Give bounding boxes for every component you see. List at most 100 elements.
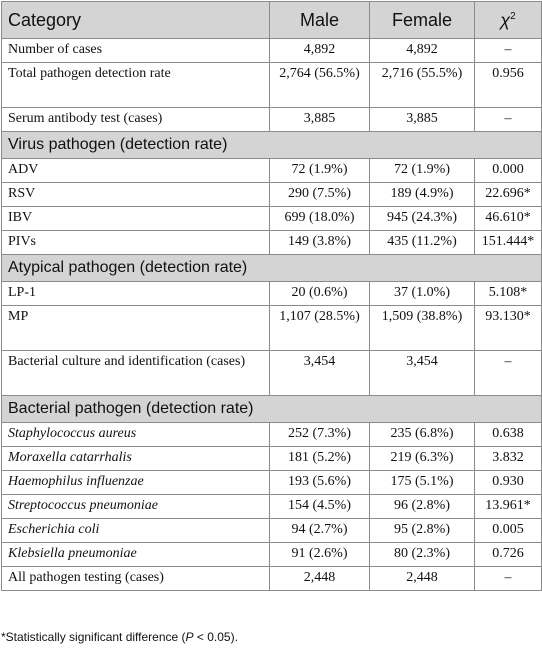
row-chi: – bbox=[474, 566, 542, 591]
pathogen-comparison-table: Category Male Female χ2 Number of cases … bbox=[1, 1, 542, 591]
table-row: Staphylococcus aureus 252 (7.3%) 235 (6.… bbox=[1, 422, 542, 447]
footnote-suffix: < 0.05). bbox=[193, 630, 238, 644]
row-category: Haemophilus influenzae bbox=[1, 470, 270, 495]
row-category: MP bbox=[1, 305, 270, 351]
row-category: Number of cases bbox=[1, 38, 270, 63]
row-male: 4,892 bbox=[269, 38, 370, 63]
table-row: IBV 699 (18.0%) 945 (24.3%) 46.610* bbox=[1, 206, 542, 231]
row-chi: 0.000 bbox=[474, 158, 542, 183]
row-female: 3,454 bbox=[369, 350, 475, 396]
row-female: 80 (2.3%) bbox=[369, 542, 475, 567]
row-female: 96 (2.8%) bbox=[369, 494, 475, 519]
section-header-atypical: Atypical pathogen (detection rate) bbox=[1, 254, 542, 282]
row-chi: – bbox=[474, 38, 542, 63]
row-chi: 0.005 bbox=[474, 518, 542, 543]
table-row: Escherichia coli 94 (2.7%) 95 (2.8%) 0.0… bbox=[1, 518, 542, 543]
section-header-virus: Virus pathogen (detection rate) bbox=[1, 131, 542, 159]
row-chi: 0.726 bbox=[474, 542, 542, 567]
row-female: 37 (1.0%) bbox=[369, 281, 475, 306]
table-row: Streptococcus pneumoniae 154 (4.5%) 96 (… bbox=[1, 494, 542, 519]
row-male: 20 (0.6%) bbox=[269, 281, 370, 306]
row-category: PIVs bbox=[1, 230, 270, 255]
row-male: 1,107 (28.5%) bbox=[269, 305, 370, 351]
row-chi: 0.638 bbox=[474, 422, 542, 447]
table-row: PIVs 149 (3.8%) 435 (11.2%) 151.444* bbox=[1, 230, 542, 255]
row-category: IBV bbox=[1, 206, 270, 231]
row-male: 181 (5.2%) bbox=[269, 446, 370, 471]
row-female: 189 (4.9%) bbox=[369, 182, 475, 207]
row-category: Serum antibody test (cases) bbox=[1, 107, 270, 132]
row-male: 252 (7.3%) bbox=[269, 422, 370, 447]
row-male: 699 (18.0%) bbox=[269, 206, 370, 231]
row-category: Total pathogen detection rate bbox=[1, 62, 270, 108]
row-category: All pathogen testing (cases) bbox=[1, 566, 270, 591]
table-row: Serum antibody test (cases) 3,885 3,885 … bbox=[1, 107, 542, 132]
row-category: Staphylococcus aureus bbox=[1, 422, 270, 447]
table-row: RSV 290 (7.5%) 189 (4.9%) 22.696* bbox=[1, 182, 542, 207]
table-row: Total pathogen detection rate 2,764 (56.… bbox=[1, 62, 542, 108]
row-category: LP-1 bbox=[1, 281, 270, 306]
row-category: Moraxella catarrhalis bbox=[1, 446, 270, 471]
row-female: 3,885 bbox=[369, 107, 475, 132]
section-title: Bacterial pathogen (detection rate) bbox=[1, 395, 542, 423]
data-table-container: Category Male Female χ2 Number of cases … bbox=[1, 1, 542, 591]
header-male: Male bbox=[269, 1, 370, 39]
table-footnote: *Statistically significant difference (P… bbox=[1, 630, 238, 644]
row-female: 945 (24.3%) bbox=[369, 206, 475, 231]
row-category: Klebsiella pneumoniae bbox=[1, 542, 270, 567]
header-chi-square: χ2 bbox=[474, 1, 542, 39]
header-female: Female bbox=[369, 1, 475, 39]
table-row: Klebsiella pneumoniae 91 (2.6%) 80 (2.3%… bbox=[1, 542, 542, 567]
row-category: RSV bbox=[1, 182, 270, 207]
row-chi: 22.696* bbox=[474, 182, 542, 207]
footnote-p: P bbox=[185, 630, 194, 644]
footnote-prefix: *Statistically significant difference ( bbox=[1, 630, 186, 644]
row-chi: – bbox=[474, 107, 542, 132]
row-male: 193 (5.6%) bbox=[269, 470, 370, 495]
row-male: 94 (2.7%) bbox=[269, 518, 370, 543]
row-category: Escherichia coli bbox=[1, 518, 270, 543]
row-category: Streptococcus pneumoniae bbox=[1, 494, 270, 519]
row-female: 235 (6.8%) bbox=[369, 422, 475, 447]
row-chi: 93.130* bbox=[474, 305, 542, 351]
row-male: 2,764 (56.5%) bbox=[269, 62, 370, 108]
row-category: ADV bbox=[1, 158, 270, 183]
row-female: 435 (11.2%) bbox=[369, 230, 475, 255]
section-title: Atypical pathogen (detection rate) bbox=[1, 254, 542, 282]
row-male: 72 (1.9%) bbox=[269, 158, 370, 183]
row-male: 3,885 bbox=[269, 107, 370, 132]
section-header-bacterial: Bacterial pathogen (detection rate) bbox=[1, 395, 542, 423]
row-female: 175 (5.1%) bbox=[369, 470, 475, 495]
row-category: Bacterial culture and identification (ca… bbox=[1, 350, 270, 396]
table-row: Bacterial culture and identification (ca… bbox=[1, 350, 542, 396]
row-chi: 151.444* bbox=[474, 230, 542, 255]
row-female: 2,716 (55.5%) bbox=[369, 62, 475, 108]
row-chi: 5.108* bbox=[474, 281, 542, 306]
section-title: Virus pathogen (detection rate) bbox=[1, 131, 542, 159]
row-male: 3,454 bbox=[269, 350, 370, 396]
row-male: 290 (7.5%) bbox=[269, 182, 370, 207]
table-header-row: Category Male Female χ2 bbox=[1, 1, 542, 39]
row-female: 1,509 (38.8%) bbox=[369, 305, 475, 351]
row-male: 2,448 bbox=[269, 566, 370, 591]
table-row: MP 1,107 (28.5%) 1,509 (38.8%) 93.130* bbox=[1, 305, 542, 351]
table-row: Moraxella catarrhalis 181 (5.2%) 219 (6.… bbox=[1, 446, 542, 471]
row-chi: 46.610* bbox=[474, 206, 542, 231]
row-chi: 0.956 bbox=[474, 62, 542, 108]
chi-superscript: 2 bbox=[510, 11, 516, 22]
row-female: 219 (6.3%) bbox=[369, 446, 475, 471]
row-male: 91 (2.6%) bbox=[269, 542, 370, 567]
row-chi: 3.832 bbox=[474, 446, 542, 471]
row-chi: – bbox=[474, 350, 542, 396]
chi-symbol: χ bbox=[500, 10, 511, 30]
table-row: ADV 72 (1.9%) 72 (1.9%) 0.000 bbox=[1, 158, 542, 183]
header-category: Category bbox=[1, 1, 270, 39]
row-female: 95 (2.8%) bbox=[369, 518, 475, 543]
table-row: All pathogen testing (cases) 2,448 2,448… bbox=[1, 566, 542, 591]
row-female: 2,448 bbox=[369, 566, 475, 591]
table-row: Haemophilus influenzae 193 (5.6%) 175 (5… bbox=[1, 470, 542, 495]
row-male: 149 (3.8%) bbox=[269, 230, 370, 255]
table-row: LP-1 20 (0.6%) 37 (1.0%) 5.108* bbox=[1, 281, 542, 306]
row-female: 4,892 bbox=[369, 38, 475, 63]
table-row: Number of cases 4,892 4,892 – bbox=[1, 38, 542, 63]
